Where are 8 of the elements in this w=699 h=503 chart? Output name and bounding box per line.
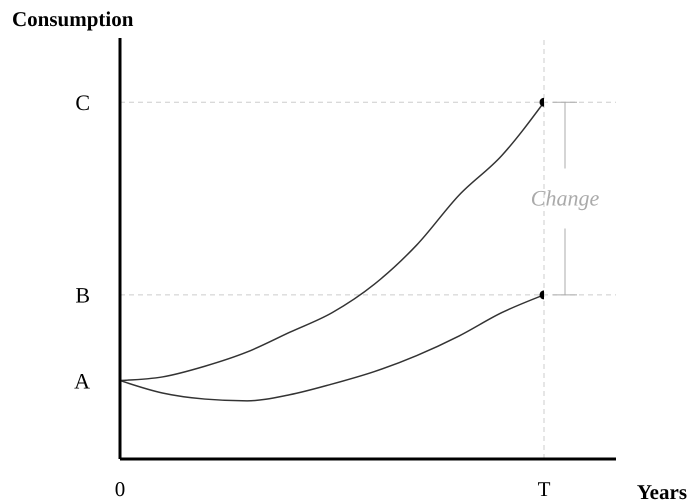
x-tick-label: T	[538, 476, 551, 501]
ref-line-label: B	[75, 282, 90, 308]
x-axis-title: Years	[636, 480, 687, 503]
annotation: A	[74, 368, 90, 394]
ref-line-label: C	[75, 90, 90, 116]
x-tick-label: 0	[114, 476, 126, 501]
y-axis-title: Consumption	[12, 7, 134, 31]
annotation: Change	[530, 186, 600, 211]
